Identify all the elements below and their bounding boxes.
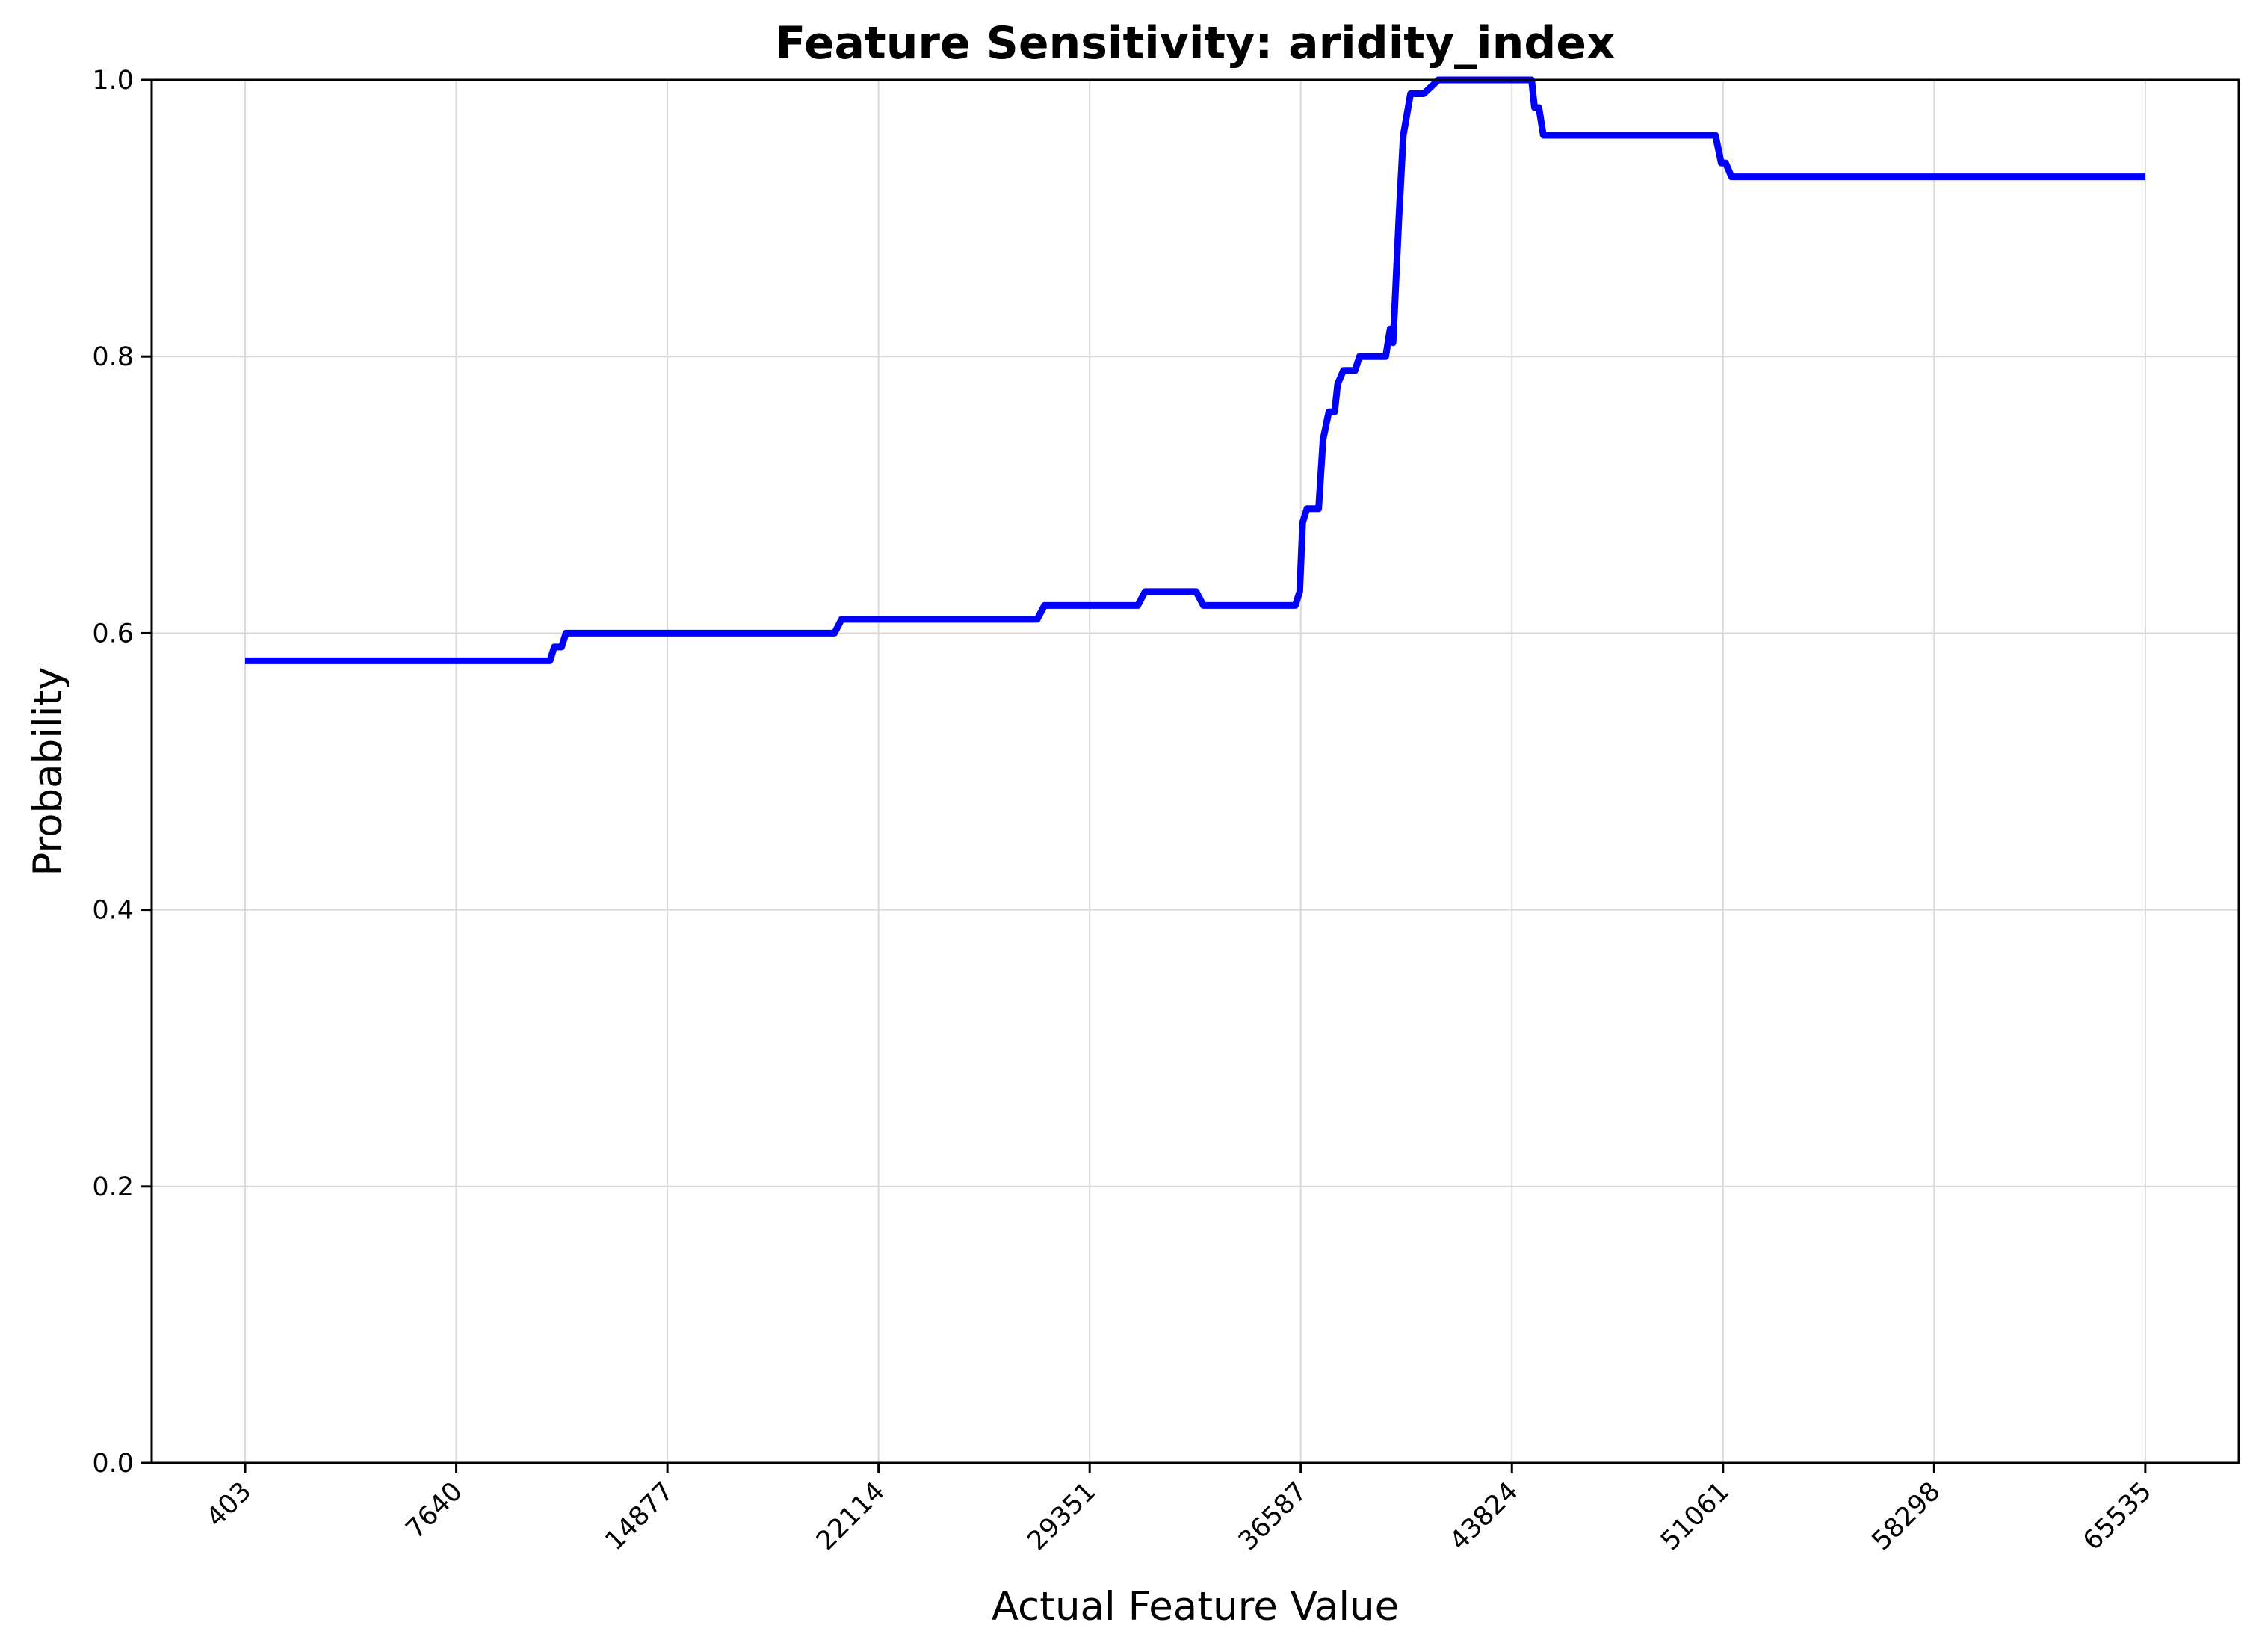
- x-axis-label: Actual Feature Value: [992, 1584, 1400, 1630]
- y-tick-label: 1.0: [92, 66, 134, 96]
- x-tick-label: 51061: [1655, 1476, 1735, 1556]
- x-tick-label: 36587: [1233, 1476, 1313, 1556]
- series-line: [245, 76, 2145, 664]
- y-tick-label: 0.2: [92, 1172, 134, 1202]
- y-tick-label: 0.6: [92, 619, 134, 649]
- x-tick-label: 403: [201, 1476, 258, 1533]
- chart-title: Feature Sensitivity: aridity_index: [775, 17, 1615, 69]
- y-tick-label: 0.4: [92, 896, 134, 926]
- y-tick-label: 0.0: [92, 1449, 134, 1479]
- grid-lines: [152, 79, 2239, 1464]
- plot-frame: [150, 78, 2240, 1464]
- y-tick-label: 0.8: [92, 342, 134, 372]
- x-tick-label: 14877: [599, 1476, 679, 1556]
- x-tick-label: 7640: [401, 1476, 469, 1544]
- x-tick-label: 65535: [2077, 1476, 2157, 1556]
- x-tick-label: 58298: [1867, 1476, 1947, 1556]
- x-tick-label: 43824: [1444, 1476, 1524, 1556]
- y-axis-label: Probability: [25, 666, 71, 876]
- series-layer: [245, 76, 2145, 664]
- x-tick-label: 29351: [1022, 1476, 1102, 1556]
- axis-ticks: 403 7640 14877 22114 29351 36587 43824 51061 582…: [92, 66, 2157, 1556]
- x-tick-label: 22114: [811, 1476, 891, 1556]
